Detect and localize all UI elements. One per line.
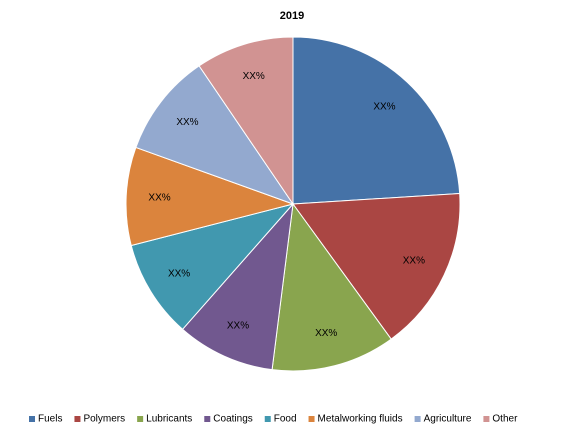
legend-swatch [308,416,315,422]
pie-slice [271,202,392,372]
legend-swatch [414,416,421,422]
legend-swatch [204,416,211,422]
legend-label: Fuels [38,414,62,425]
value-label: XX% [168,268,190,279]
value-label: XX% [315,328,337,339]
value-label: XX% [148,192,170,203]
pie-slice [181,202,294,371]
legend-label: Other [492,414,518,425]
pie-slice [135,65,295,205]
legend-label: Food [274,414,297,425]
value-label: XX% [176,117,198,128]
legend-swatch [483,416,490,422]
pie-slice [125,146,295,247]
legend-label: Lubricants [146,414,192,425]
legend-swatch [29,416,35,422]
legend-label: Polymers [83,414,125,425]
legend-label: Coatings [213,414,252,425]
value-label: XX% [243,71,265,82]
value-label: XX% [403,256,425,267]
legend-swatch [137,416,144,422]
pie-slice [198,36,294,206]
legend-swatch [74,416,81,422]
legend-label: Agriculture [424,414,472,425]
pie-slice [292,192,461,340]
legend-swatch [264,416,271,422]
value-label: XX% [373,101,395,112]
pie-slice [292,36,461,205]
legend-label: Metalworking fluids [318,414,403,425]
chart-title: 2019 [280,10,304,22]
value-label: XX% [227,320,249,331]
